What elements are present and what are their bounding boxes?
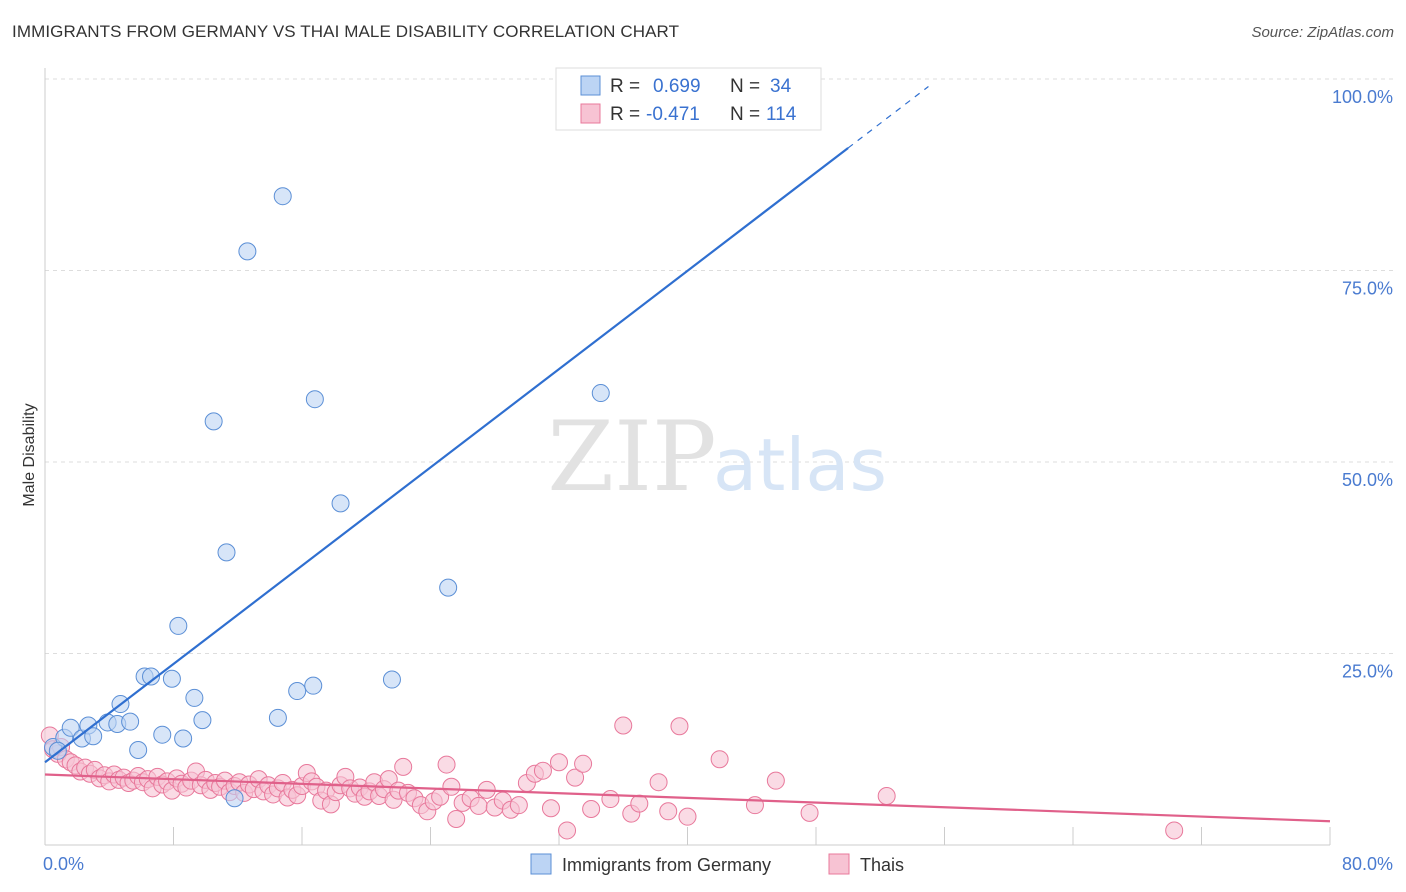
y-tick-label-3: 100.0% — [1332, 87, 1393, 107]
stats-pink-n-label: N = — [730, 104, 760, 125]
thais-point-101 — [601, 790, 620, 809]
germany-point-9 — [121, 712, 140, 731]
thais-point-86 — [469, 796, 488, 815]
thais-point-105 — [649, 773, 668, 792]
stats-blue-r-label: R = — [610, 76, 640, 97]
stats-pink-r-value: -0.471 — [646, 104, 700, 125]
thais-trendline — [44, 773, 1331, 823]
thais-point-104 — [630, 794, 649, 813]
thais-point-74 — [394, 757, 413, 776]
thais-point-102 — [614, 716, 633, 735]
stats-blue-n-value: 34 — [770, 76, 792, 97]
source-credit: Source: ZipAtlas.com — [1251, 24, 1394, 41]
stats-pink-swatch — [580, 103, 601, 124]
thais-point-96 — [550, 753, 568, 772]
thais-point-98 — [566, 768, 585, 787]
germany-point-15 — [169, 616, 188, 635]
germany-point-29 — [382, 670, 401, 689]
germany-point-14 — [162, 669, 181, 688]
germany-point-16 — [174, 729, 193, 748]
x-tick-label-0: 0.0% — [43, 854, 84, 874]
tick-labels: 25.0% 50.0% 75.0% 100.0% 0.0% 80.0% — [43, 87, 1393, 874]
thais-point-95 — [541, 799, 560, 818]
germany-trendline — [44, 147, 849, 764]
thais-point-97 — [558, 821, 577, 840]
y-axis-label: Male Disability — [21, 403, 38, 506]
germany-point-26 — [304, 676, 323, 695]
thais-point-100 — [582, 799, 601, 818]
germany-point-10 — [129, 741, 148, 760]
germany-point-2 — [61, 718, 80, 737]
trendlines — [44, 86, 1331, 823]
legend-thais-swatch — [828, 853, 850, 875]
legend-germany-swatch — [530, 853, 552, 875]
stats-blue-r-value: 0.699 — [653, 76, 701, 97]
y-tick-label-2: 75.0% — [1342, 279, 1393, 299]
germany-point-5 — [84, 727, 103, 746]
germany-point-17 — [185, 688, 204, 707]
germany-point-21 — [225, 789, 244, 808]
germany-point-13 — [153, 725, 172, 744]
y-tick-label-0: 25.0% — [1342, 662, 1393, 682]
germany-point-30 — [439, 578, 458, 597]
x-tick-label-1: 80.0% — [1342, 854, 1393, 874]
watermark-atlas: atlas — [713, 423, 887, 507]
grid-lines — [45, 78, 1395, 654]
thais-point-99 — [574, 754, 593, 773]
stats-pink-n-value: 114 — [766, 104, 797, 125]
germany-point-31 — [591, 384, 610, 403]
thais-point-83 — [447, 809, 466, 828]
germany-point-22 — [238, 242, 257, 261]
thais-points — [40, 716, 1184, 840]
chart-title: IMMIGRANTS FROM GERMANY VS THAI MALE DIS… — [12, 22, 680, 41]
germany-trendline-extension — [847, 86, 929, 149]
thais-point-108 — [678, 807, 697, 826]
germany-point-20 — [217, 543, 236, 562]
germany-point-25 — [288, 682, 307, 701]
thais-point-111 — [766, 771, 785, 790]
stats-legend: R = 0.699 N = 34 R = -0.471 N = 114 — [555, 67, 822, 131]
thais-point-82 — [442, 777, 461, 796]
germany-point-28 — [331, 494, 350, 513]
series-legend: Immigrants from Germany Thais — [530, 853, 904, 875]
germany-point-18 — [193, 711, 212, 730]
thais-point-106 — [659, 802, 678, 821]
watermark-zip: ZIP — [547, 401, 716, 513]
thais-point-112 — [800, 803, 819, 822]
thais-point-113 — [877, 786, 896, 805]
germany-point-23 — [268, 708, 287, 727]
germany-point-24 — [273, 187, 292, 206]
germany-point-19 — [204, 412, 223, 431]
stats-blue-n-label: N = — [730, 76, 760, 97]
thais-point-107 — [670, 717, 689, 736]
stats-pink-r-label: R = — [610, 104, 640, 125]
legend-thais-label: Thais — [860, 855, 904, 875]
legend-germany-label: Immigrants from Germany — [562, 855, 771, 875]
axes — [44, 68, 1331, 846]
watermark: ZIP atlas — [547, 401, 887, 513]
germany-point-12 — [142, 667, 161, 686]
thais-point-81 — [437, 755, 456, 774]
thais-point-114 — [1165, 821, 1184, 840]
stats-blue-swatch — [580, 75, 601, 96]
thais-point-91 — [509, 796, 528, 815]
y-tick-label-1: 50.0% — [1342, 470, 1393, 490]
germany-point-27 — [305, 390, 324, 409]
thais-point-94 — [533, 761, 552, 780]
thais-point-109 — [710, 750, 729, 769]
